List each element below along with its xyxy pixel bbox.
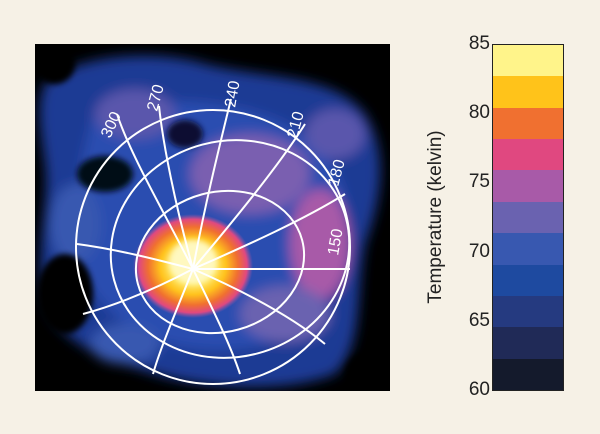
colorbar-tick-label: 80 <box>468 102 490 123</box>
colorbar-band <box>493 327 563 359</box>
meridian-line <box>192 193 346 270</box>
colorbar-tick-label: 60 <box>468 379 490 400</box>
longitude-label: 240 <box>222 79 243 108</box>
colorbar-axis-title: Temperature (kelvin) <box>425 130 446 304</box>
colorbar-band <box>493 201 563 234</box>
longitude-label: 270 <box>144 83 167 113</box>
longitude-label: 150 <box>325 227 346 256</box>
cold-regions <box>35 44 390 391</box>
colorbar-tick-label: 65 <box>468 310 490 331</box>
colorbar-band <box>493 233 563 265</box>
emission-region <box>305 109 365 159</box>
meridian-line <box>82 268 194 315</box>
colorbar-band <box>493 170 563 202</box>
emission-region <box>190 134 310 214</box>
temperature-colorbar <box>492 44 564 391</box>
colorbar-tick-label: 85 <box>468 33 490 54</box>
longitude-label: 210 <box>284 110 307 140</box>
meridian-line <box>158 105 194 270</box>
cold-region <box>35 44 75 84</box>
cold-region <box>345 349 390 391</box>
colorbar-band <box>493 139 563 171</box>
coordinate-grid <box>75 98 351 385</box>
cold-region <box>335 44 390 84</box>
latitude-line <box>109 139 351 359</box>
cold-region <box>167 120 203 148</box>
colorbar-band <box>493 45 563 77</box>
emission-region <box>90 324 160 364</box>
colorbar-band <box>493 76 563 108</box>
emission-region <box>240 286 330 342</box>
meridian-line <box>192 268 326 345</box>
hotspot-core <box>169 240 217 284</box>
colorbar-band <box>493 107 563 140</box>
colorbar-band <box>493 264 563 296</box>
colorbar-tick-label: 70 <box>468 241 490 262</box>
meridian-line <box>192 123 306 270</box>
latitude-line <box>134 189 306 335</box>
meridian-line <box>152 268 194 375</box>
emission-region <box>50 184 100 264</box>
colorbar-band <box>493 295 563 328</box>
thermal-map: 300 270 240 210 180 150 <box>35 44 390 391</box>
colorbar-band <box>493 358 563 390</box>
longitude-label: 180 <box>325 158 348 188</box>
meridian-line <box>116 113 194 270</box>
colorbar-tick-label: 75 <box>468 171 490 192</box>
meridian-line <box>76 243 194 270</box>
emission-region <box>95 89 175 139</box>
longitude-labels: 300 270 240 210 180 150 <box>98 79 349 256</box>
meridian-line <box>192 268 241 375</box>
meridian-line <box>192 98 232 270</box>
